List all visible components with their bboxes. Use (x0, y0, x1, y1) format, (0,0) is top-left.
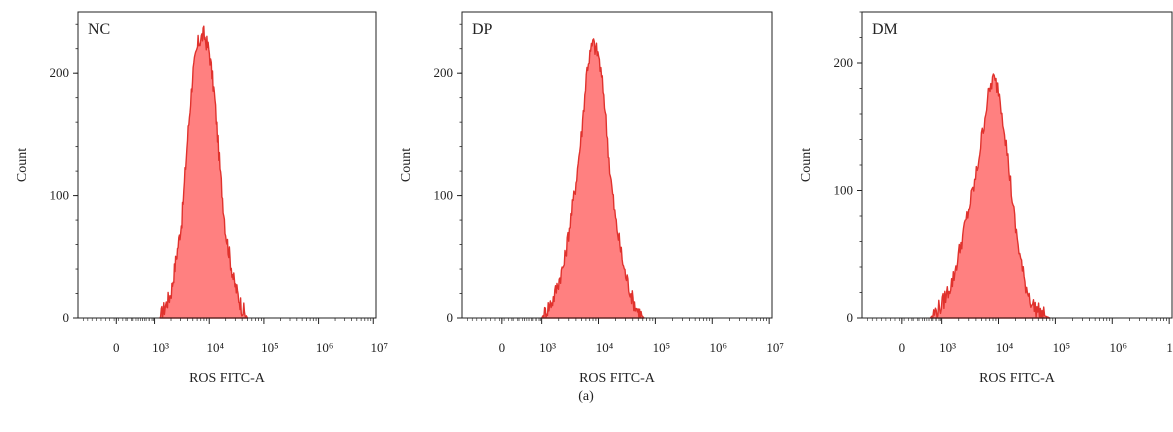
panel-label: DP (472, 21, 493, 38)
histogram-panel-dm: DM 0 100 200 0 10³ 10⁴ 10⁵ 10⁶ 10⁷ ROS FITC-A Count (799, 11, 1173, 386)
y-tick-label: 0 (63, 310, 70, 325)
histogram-panel-nc: NC 0 100 200 0 10³ 10⁴ 10⁵ 10⁶ 10⁷ ROS FITC-A Count (15, 11, 388, 386)
x-tick-label: 10⁶ (710, 340, 728, 355)
x-tick-label: 10⁴ (996, 340, 1014, 355)
y-axis-title: Count (15, 148, 30, 182)
x-axis-title: ROS FITC-A (579, 371, 656, 386)
y-axis-title: Count (399, 148, 414, 182)
x-tick-label: 0 (113, 340, 120, 355)
histogram-area (159, 25, 249, 319)
x-tick-label: 10⁷ (1166, 340, 1173, 355)
x-tick-label: 10⁵ (653, 340, 671, 355)
y-tick-label: 200 (434, 65, 454, 80)
x-axis-title: ROS FITC-A (189, 371, 266, 386)
x-tick-label: 10⁵ (261, 340, 279, 355)
x-tick-label: 0 (899, 340, 906, 355)
x-tick-label: 10⁶ (1110, 340, 1128, 355)
x-tick-label: 10⁶ (316, 340, 334, 355)
x-tick-label: 10⁵ (1053, 340, 1071, 355)
y-tick-label: 0 (847, 310, 854, 325)
histogram-panel-dp: DP 0 100 200 0 10³ 10⁴ 10⁵ 10⁶ 10⁷ ROS FITC-A Count (399, 11, 784, 386)
panel-label: DM (872, 21, 898, 38)
y-tick-label: 100 (50, 188, 70, 203)
panel-label: NC (88, 21, 110, 38)
x-tick-label: 10⁷ (370, 340, 388, 355)
histogram-area (540, 38, 645, 319)
y-tick-label: 200 (50, 65, 70, 80)
y-axis-title: Count (799, 148, 814, 182)
x-axis-title: ROS FITC-A (979, 371, 1056, 386)
x-tick-label: 10⁷ (766, 340, 784, 355)
y-tick-label: 0 (447, 310, 454, 325)
x-tick-label: 0 (499, 340, 506, 355)
y-tick-label: 100 (834, 183, 854, 198)
histogram-area (929, 73, 1051, 319)
y-tick-label: 100 (434, 188, 454, 203)
x-tick-label: 10³ (539, 340, 556, 355)
y-tick-label: 200 (834, 55, 854, 70)
x-tick-label: 10³ (152, 340, 169, 355)
x-tick-label: 10⁴ (206, 340, 224, 355)
x-tick-label: 10³ (939, 340, 956, 355)
x-tick-label: 10⁴ (596, 340, 614, 355)
figure-caption: (a) (578, 389, 594, 404)
